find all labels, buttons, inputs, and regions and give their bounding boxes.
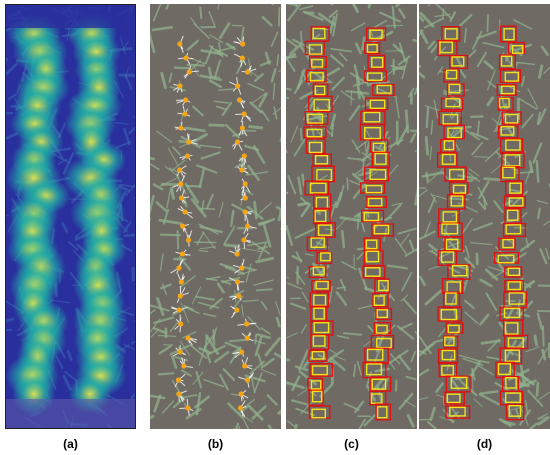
keypoints <box>170 35 257 418</box>
caption-c: (c) <box>344 437 359 451</box>
leaf-layer <box>286 4 417 429</box>
caption-a: (a) <box>63 437 78 451</box>
panel-b <box>150 4 281 429</box>
panel-c <box>286 4 417 429</box>
panel-d <box>419 4 550 429</box>
heatmap-image <box>5 4 136 429</box>
detection-image-c <box>286 4 417 429</box>
caption-d: (d) <box>476 437 493 451</box>
leaf-layer <box>419 4 550 429</box>
bounding-boxes <box>303 26 395 421</box>
caption-b: (b) <box>207 437 224 451</box>
detection-image-d <box>419 4 550 429</box>
keypoint-image <box>150 4 281 429</box>
bounding-boxes <box>437 25 529 421</box>
leaf-layer <box>150 4 281 429</box>
panel-a <box>5 4 136 429</box>
